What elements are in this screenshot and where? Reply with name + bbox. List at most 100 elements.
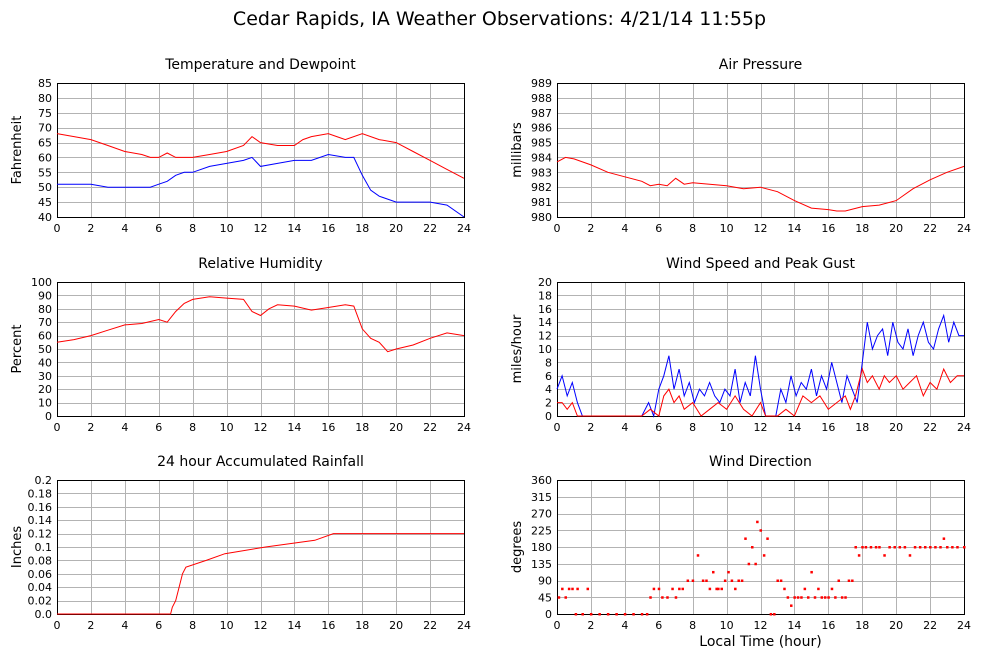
x-tick-label: 12 (754, 619, 768, 632)
series-line-1 (557, 367, 964, 417)
x-tick-label: 2 (87, 421, 94, 434)
chart-title: Temperature and Dewpoint (164, 57, 356, 73)
y-tick-label: 18 (538, 289, 552, 302)
y-axis-label: degrees (510, 521, 525, 574)
data-point (790, 604, 793, 607)
y-axis-label: Inches (10, 526, 25, 568)
x-tick-label: 6 (655, 619, 662, 632)
x-tick-label: 6 (655, 222, 662, 235)
x-tick-label: 4 (621, 619, 628, 632)
x-tick-label: 10 (720, 222, 734, 235)
x-tick-label: 2 (87, 619, 94, 632)
y-tick-label: 135 (531, 558, 552, 571)
data-point (893, 546, 896, 549)
data-point (923, 546, 927, 549)
data-point (929, 546, 932, 549)
x-tick-label: 0 (554, 619, 561, 632)
x-tick-label: 2 (587, 222, 594, 235)
data-point (820, 596, 824, 599)
x-tick-label: 24 (457, 222, 471, 235)
chart-title: Relative Humidity (198, 256, 322, 272)
data-point (606, 613, 610, 616)
series-line-0 (56, 296, 465, 353)
x-tick-label: 14 (787, 222, 801, 235)
data-point (903, 546, 907, 549)
chart-title: Wind Direction (709, 454, 812, 470)
x-tick-label: 16 (821, 222, 835, 235)
x-tick-label: 14 (787, 619, 801, 632)
data-point (942, 537, 946, 540)
x-tick-label: 0 (554, 421, 561, 434)
x-tick-label: 6 (155, 421, 162, 434)
data-point (645, 613, 649, 616)
y-tick-label: 980 (531, 211, 552, 224)
x-tick-label: 14 (287, 421, 301, 434)
x-tick-label: 2 (587, 421, 594, 434)
x-tick-label: 18 (855, 619, 869, 632)
series-line-0 (556, 156, 965, 212)
data-point (779, 579, 783, 582)
data-point (939, 546, 942, 549)
y-tick-label: 50 (38, 343, 52, 356)
data-point (701, 579, 705, 582)
data-point (723, 579, 727, 582)
x-tick-label: 6 (155, 222, 162, 235)
x-tick-label: 4 (121, 421, 128, 434)
y-tick-label: 0 (545, 608, 552, 621)
x-tick-label: 10 (720, 619, 734, 632)
x-tick-label: 24 (957, 619, 971, 632)
chart-panel-3: 0 2 4 6 8 10 12 14 16 18 20 22 2402468101214161820Wi… (510, 256, 971, 434)
x-tick-label: 24 (457, 619, 471, 632)
data-point (744, 537, 747, 540)
y-tick-label: 12 (538, 330, 552, 343)
data-point (946, 546, 949, 549)
data-point (869, 546, 873, 549)
x-tick-label: 24 (957, 421, 971, 434)
x-tick-label: 4 (121, 619, 128, 632)
y-tick-label: 0.04 (28, 581, 53, 594)
y-tick-label: 985 (531, 137, 552, 150)
y-tick-label: 0.12 (28, 528, 53, 541)
data-point (837, 579, 841, 582)
data-point (796, 596, 800, 599)
data-point (851, 579, 854, 582)
data-point (708, 587, 712, 591)
x-tick-label: 18 (355, 619, 369, 632)
data-point (691, 579, 695, 582)
y-tick-label: 70 (38, 316, 52, 329)
data-point (864, 546, 868, 549)
data-point (956, 546, 959, 549)
data-point (712, 570, 715, 574)
y-tick-label: 8 (545, 356, 552, 369)
y-tick-label: 360 (531, 474, 552, 487)
data-point (854, 546, 857, 549)
y-tick-label: 14 (538, 316, 552, 329)
data-point (883, 554, 886, 557)
x-tick-label: 24 (457, 421, 471, 434)
x-tick-label: 12 (754, 222, 768, 235)
x-tick-label: 12 (254, 619, 268, 632)
series-line-0 (57, 533, 464, 615)
x-tick-label: 6 (155, 619, 162, 632)
y-tick-label: 0 (545, 410, 552, 423)
y-tick-label: 60 (38, 151, 52, 164)
y-tick-label: 0 (45, 410, 52, 423)
x-tick-label: 22 (923, 421, 937, 434)
data-point (874, 546, 878, 549)
plot-frame (57, 480, 465, 615)
data-point (766, 537, 769, 540)
y-tick-label: 981 (531, 196, 552, 209)
y-tick-label: 30 (38, 370, 52, 383)
y-axis-label: Percent (10, 325, 25, 374)
y-tick-label: 45 (538, 591, 552, 604)
x-tick-label: 22 (423, 619, 437, 632)
data-point (557, 596, 561, 599)
y-tick-label: 989 (531, 77, 552, 90)
y-axis-label: millibars (510, 122, 525, 178)
y-tick-label: 0.2 (35, 474, 53, 487)
data-point (806, 596, 810, 599)
data-point (666, 596, 669, 599)
x-tick-label: 22 (423, 421, 437, 434)
y-tick-label: 982 (531, 181, 552, 194)
data-point (762, 554, 766, 557)
